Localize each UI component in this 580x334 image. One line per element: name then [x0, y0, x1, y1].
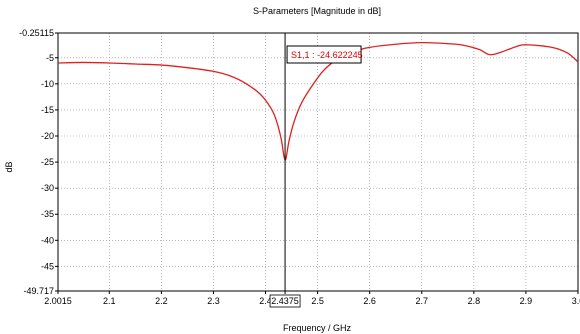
x-tick-label: 2.7	[416, 296, 429, 306]
series-line-s11	[57, 41, 579, 161]
x-axis-title: Frequency / GHz	[283, 323, 352, 333]
y-axis-title: dB	[4, 161, 14, 172]
x-tick-label: 2.4	[259, 296, 272, 306]
grid	[57, 32, 579, 292]
x-tick: 2.4	[259, 291, 272, 306]
x-tick: 2.3	[207, 291, 220, 306]
x-tick: 2.9	[520, 291, 533, 306]
marker-label: S1,1 : -24.622245	[291, 50, 363, 60]
x-tick: 2.8	[468, 291, 481, 306]
y-tick-label: -15	[41, 105, 54, 115]
y-tick-label: -5	[46, 53, 54, 63]
y-tick: -49.717	[23, 286, 58, 296]
x-tick: 2.1	[103, 291, 116, 306]
x-tick-label: 2.2	[155, 296, 168, 306]
x-tick-label: 2.3	[207, 296, 220, 306]
x-tick: 2.7	[416, 291, 429, 306]
x-tick: 2.5	[311, 291, 324, 306]
x-tick-label: 2.9	[520, 296, 533, 306]
y-tick: -0.25115	[19, 28, 58, 38]
y-tick: -40	[41, 235, 58, 245]
x-tick: 3.0	[572, 291, 580, 306]
y-tick: -10	[41, 79, 58, 89]
y-tick: -20	[41, 131, 58, 141]
y-tick: -30	[41, 183, 58, 193]
y-tick-label: -25	[41, 157, 54, 167]
y-tick: -15	[41, 105, 58, 115]
y-tick: -5	[46, 53, 58, 63]
x-tick-label: 3.0	[572, 296, 580, 306]
chart-title: S-Parameters [Magnitude in dB]	[253, 6, 381, 16]
y-tick-label: -35	[41, 209, 54, 219]
y-tick-label: -49.717	[23, 286, 54, 296]
x-tick-label: 2.4375	[271, 296, 299, 306]
y-axis: -0.25115 -5 -10 -15 -20 -25 -30 -35 -40 -45 -49.71…	[19, 28, 58, 296]
y-tick-label: -0.25115	[19, 28, 54, 38]
x-tick-label: 2.5	[311, 296, 324, 306]
y-tick-label: -20	[41, 131, 54, 141]
y-tick: -35	[41, 209, 58, 219]
marker-layer: S1,1 : -24.622245	[284, 33, 363, 291]
y-tick-label: -10	[41, 79, 54, 89]
y-tick: -45	[41, 261, 58, 271]
x-tick-label: 2.0015	[44, 296, 72, 306]
y-tick-label: -40	[41, 235, 54, 245]
x-tick: 2.6	[363, 291, 376, 306]
y-tick: -25	[41, 157, 58, 167]
x-tick: 2.4375	[269, 291, 301, 308]
y-tick-label: -45	[41, 261, 54, 271]
x-tick-label: 2.8	[468, 296, 481, 306]
marker-label-box	[286, 45, 362, 64]
x-axis: 2.0015 2.1 2.2 2.3 2.4 2.4375 2.5 2.6 2.7 2.8 2.9 3…	[44, 291, 580, 308]
x-tick-marker-box	[269, 294, 301, 308]
x-tick-label: 2.1	[103, 296, 116, 306]
y-tick-label: -30	[41, 183, 54, 193]
series-layer	[57, 41, 579, 161]
x-tick-label: 2.6	[363, 296, 376, 306]
x-tick: 2.2	[155, 291, 168, 306]
